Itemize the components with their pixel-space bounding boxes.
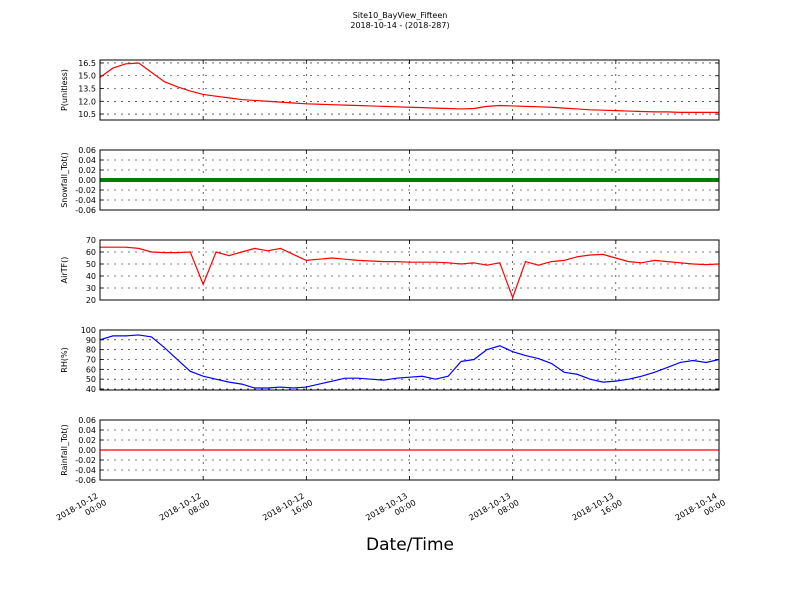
y-tick-label: 0.00 <box>78 176 96 185</box>
chart-subtitle: 2018-10-14 - (2018-287) <box>350 21 449 30</box>
y-tick-label: 10.5 <box>78 110 96 119</box>
y-tick-label: -0.06 <box>75 206 96 215</box>
y-tick-label: -0.06 <box>75 476 96 485</box>
y-tick-label: 0.02 <box>78 166 96 175</box>
y-tick-label: 100 <box>81 326 96 335</box>
y-tick-label: 60 <box>86 365 96 374</box>
plot-frame <box>99 59 720 121</box>
y-tick-label: -0.02 <box>75 186 96 195</box>
y-tick-label: 80 <box>86 346 96 355</box>
y-tick-label: 70 <box>86 236 96 245</box>
chart-title: Site10_BayView_Fifteen <box>353 11 448 20</box>
y-axis-label: AirTF() <box>60 257 69 284</box>
y-tick-label: 40 <box>86 272 96 281</box>
y-tick-label: 16.5 <box>78 59 96 68</box>
y-tick-label: 0.06 <box>78 146 96 155</box>
y-tick-label: 50 <box>86 375 96 384</box>
y-tick-label: 40 <box>86 385 96 394</box>
plot-frame <box>99 329 720 391</box>
y-axis-label: Snowfall_Tot() <box>60 152 69 208</box>
y-tick-label: -0.04 <box>75 466 96 475</box>
x-axis-label: Date/Time <box>366 535 454 555</box>
data-line <box>99 62 719 113</box>
y-tick-label: 12.0 <box>78 97 96 106</box>
y-axis-label: RH(%) <box>60 347 69 372</box>
y-tick-label: 0.02 <box>78 436 96 445</box>
y-axis-label: Rainfall_Tot() <box>60 424 69 476</box>
y-tick-label: 13.5 <box>78 85 96 94</box>
y-tick-label: 70 <box>86 356 96 365</box>
plot-frame <box>99 239 720 301</box>
y-axis-label: P(unitless) <box>60 69 69 111</box>
y-tick-label: 15.0 <box>78 72 96 81</box>
data-line <box>100 246 720 300</box>
y-tick-label: 0.04 <box>78 426 96 435</box>
y-tick-label: 30 <box>86 284 96 293</box>
data-line <box>99 334 720 389</box>
plot-frame <box>99 149 720 211</box>
y-tick-label: 20 <box>86 296 96 305</box>
y-tick-label: 90 <box>86 336 96 345</box>
y-tick-label: 50 <box>86 260 96 269</box>
y-tick-label: 0.04 <box>78 156 96 165</box>
plot-frame <box>99 419 720 481</box>
y-tick-label: 0.00 <box>78 446 96 455</box>
y-tick-label: 0.06 <box>78 416 96 425</box>
y-tick-label: 60 <box>86 248 96 257</box>
y-tick-label: -0.04 <box>75 196 96 205</box>
y-tick-label: -0.02 <box>75 456 96 465</box>
